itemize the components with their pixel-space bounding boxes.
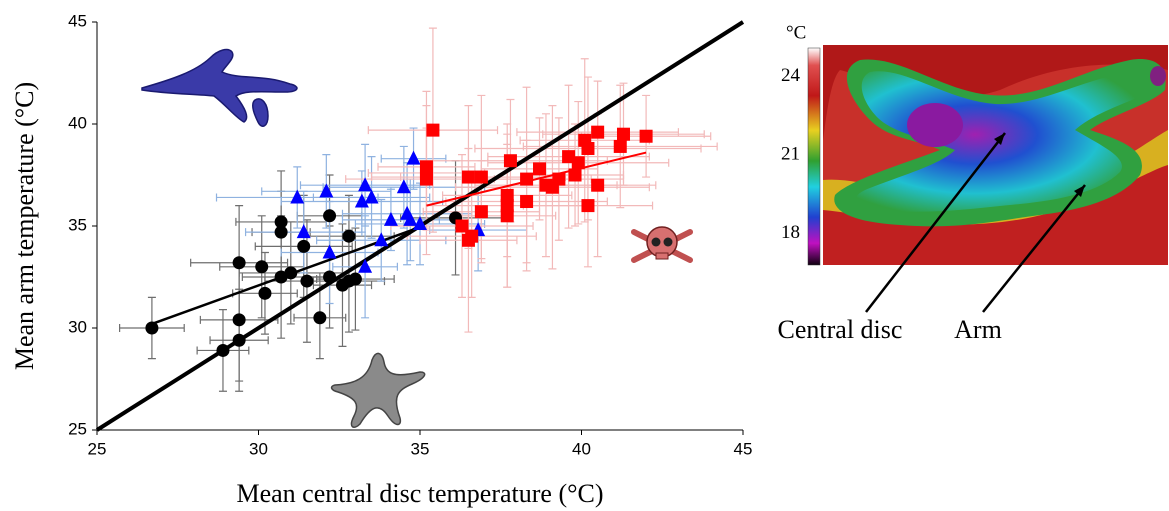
colorbar-tick-label: 24 (781, 65, 801, 86)
point (274, 215, 288, 229)
thermal-image (823, 45, 1168, 265)
point (568, 168, 582, 182)
x-tick-label: 25 (88, 439, 107, 458)
point (639, 129, 653, 143)
point (319, 183, 334, 198)
point (297, 239, 311, 253)
point (616, 127, 630, 141)
x-axis-title: Mean central disc temperature (°C) (236, 479, 603, 508)
point (591, 178, 605, 192)
point (300, 274, 314, 288)
point (426, 123, 440, 137)
annotation: Central disc (778, 315, 903, 344)
point (465, 229, 479, 243)
point (520, 195, 534, 209)
point (374, 232, 389, 247)
point (274, 225, 288, 239)
point (358, 177, 373, 192)
grey-starfish-icon (330, 352, 426, 429)
y-tick-label: 35 (68, 215, 87, 234)
point (396, 179, 411, 194)
point (571, 156, 585, 170)
point (500, 209, 514, 223)
y-axis-title: Mean arm temperature (°C) (10, 82, 39, 370)
points (145, 123, 653, 357)
colorbar-label: °C (786, 22, 806, 43)
point (232, 333, 246, 347)
colorbar-tick-label: 21 (781, 144, 800, 165)
point (232, 256, 246, 270)
point (284, 266, 298, 280)
colorbar (807, 47, 821, 266)
y-tick-label: 25 (68, 419, 87, 438)
point (323, 209, 337, 223)
arrow-head (1074, 185, 1085, 197)
point (533, 162, 547, 176)
point (296, 224, 311, 239)
arrow (865, 132, 1006, 313)
point (461, 170, 475, 184)
point (342, 229, 356, 243)
point (232, 313, 246, 327)
colorbar-tick-label: 18 (781, 222, 800, 243)
blue-starfish-icon (141, 48, 298, 127)
point (503, 154, 517, 168)
point (406, 150, 421, 165)
point (581, 141, 595, 155)
point (419, 166, 433, 180)
point (255, 260, 269, 274)
x-tick-label: 35 (411, 439, 430, 458)
arrow-head (994, 133, 1005, 145)
point (358, 258, 373, 273)
point (258, 286, 272, 300)
annotation: Arm (954, 315, 1002, 344)
skull-icon (631, 226, 693, 263)
point (383, 211, 398, 226)
point (216, 343, 230, 357)
point (348, 272, 362, 286)
point (413, 215, 427, 230)
point (520, 172, 534, 186)
point (455, 219, 469, 233)
point (552, 172, 566, 186)
y-tick-label: 45 (68, 11, 87, 30)
point (403, 211, 418, 226)
point (474, 205, 488, 219)
y-tick-label: 40 (68, 113, 87, 132)
point (500, 199, 514, 213)
x-tick-label: 40 (572, 439, 591, 458)
point (145, 321, 159, 335)
point (364, 189, 379, 204)
x-tick-label: 45 (734, 439, 753, 458)
point (322, 244, 337, 259)
y-tick-label: 30 (68, 317, 87, 336)
point (354, 193, 369, 208)
point (290, 189, 305, 204)
arrow (982, 184, 1086, 313)
point (474, 170, 488, 184)
point (591, 125, 605, 139)
x-tick-label: 30 (249, 439, 268, 458)
point (613, 139, 627, 153)
fit-line (426, 151, 647, 207)
point (313, 311, 327, 325)
point (581, 199, 595, 213)
point (323, 270, 337, 284)
point (500, 188, 514, 202)
